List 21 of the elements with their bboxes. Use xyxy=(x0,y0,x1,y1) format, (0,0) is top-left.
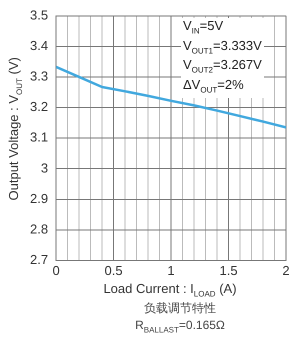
x-tick-label: 1 xyxy=(167,262,175,278)
y-tick-label: 2.8 xyxy=(30,221,48,236)
x-tick-label: 2 xyxy=(282,262,290,278)
x-tick-label: 1.5 xyxy=(219,262,238,278)
annotation: V$_{OUT1}$=3.333V xyxy=(183,38,262,56)
text: 负载调节特性 xyxy=(144,301,216,315)
annotation: V$_{OUT2}$=3.267V xyxy=(183,57,262,75)
x-tick-label: 0.5 xyxy=(104,262,123,278)
text: R$_{BALLAST}$=0.165Ω xyxy=(135,318,225,334)
x-tick-label: 0 xyxy=(52,262,60,278)
y-tick-label: 2.7 xyxy=(30,252,48,267)
y-tick-label: 3 xyxy=(40,160,48,176)
y-tick-label: 2.9 xyxy=(30,190,48,206)
y-tick-label: 3.2 xyxy=(30,99,48,114)
x-axis-title: Load Current : I$_{LOAD}$ (A) xyxy=(102,281,238,299)
y-tick-label: 3.4 xyxy=(30,38,48,53)
y-tick-label: 3.3 xyxy=(30,68,48,84)
annotation: ΔV$_{OUT}$=2% xyxy=(183,76,244,94)
y-tick-label: 3.5 xyxy=(30,7,48,22)
annotation: V$_{IN}$=5V xyxy=(183,18,224,36)
y-tick-label: 3.1 xyxy=(30,130,48,145)
